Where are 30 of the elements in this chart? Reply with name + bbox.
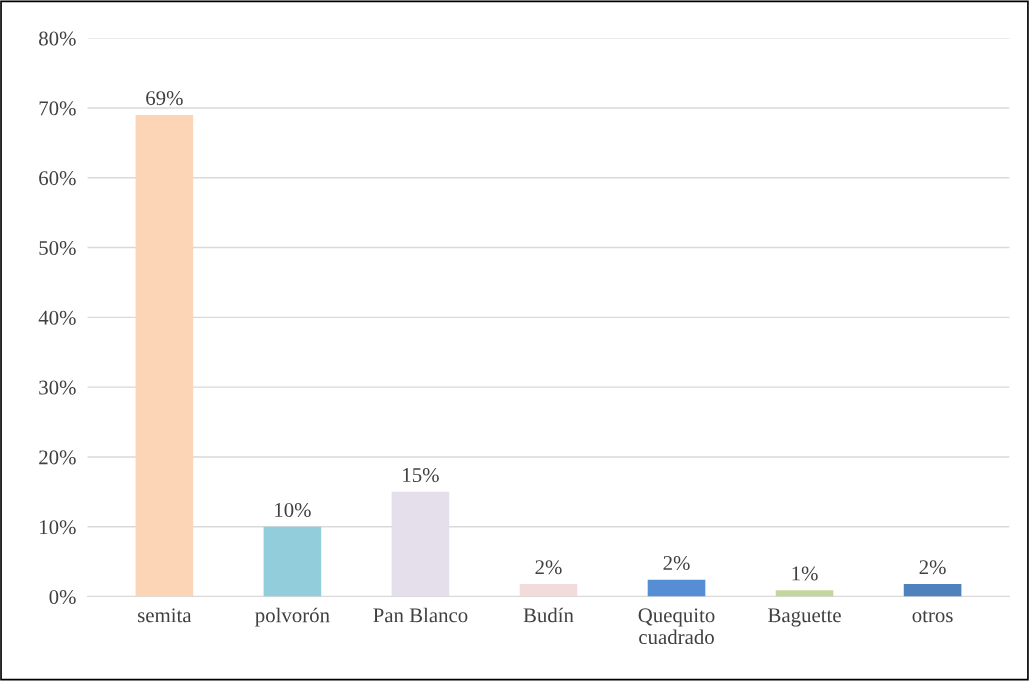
data-label: 15% — [403, 468, 439, 483]
x-tick-label: Pan Blanco — [373, 607, 468, 623]
x-tick-label: Baguette — [768, 608, 841, 627]
data-label: 10% — [275, 502, 311, 518]
x-tick-label: semita — [138, 608, 192, 623]
y-tick-label: 50% — [39, 240, 76, 256]
y-tick-label: 0% — [49, 589, 76, 605]
bar — [647, 579, 706, 597]
data-label: 2% — [663, 555, 690, 571]
bar — [519, 583, 578, 597]
bar — [135, 114, 194, 597]
bar — [263, 526, 322, 597]
x-tick-label: otros — [912, 610, 953, 623]
y-tick-label: 80% — [39, 31, 76, 46]
y-tick-label: 20% — [39, 450, 76, 465]
y-tick-label: 10% — [40, 520, 76, 535]
data-label: 2% — [919, 560, 946, 575]
bar — [903, 583, 962, 597]
x-tick-label: Budín — [523, 607, 574, 623]
y-tick-label: 60% — [39, 171, 76, 186]
x-tick-label: Quequito cuadrado — [638, 608, 715, 645]
data-label: 69% — [146, 91, 183, 106]
y-tick-label: 70% — [39, 101, 76, 116]
y-tick-label: 30% — [39, 380, 76, 395]
bar — [391, 491, 450, 597]
data-label: 1% — [792, 566, 818, 581]
x-tick-label: polvorón — [255, 607, 330, 627]
data-label: 2% — [535, 560, 562, 575]
y-tick-label: 40% — [38, 310, 76, 325]
bar — [775, 590, 834, 597]
